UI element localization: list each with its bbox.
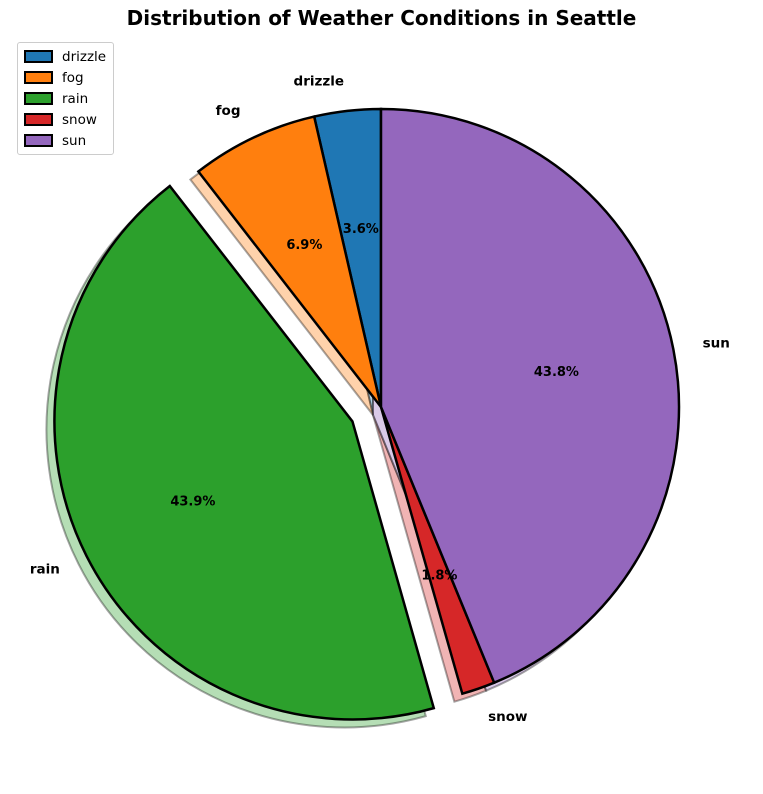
pie-slice-fog xyxy=(196,115,383,408)
legend-label-drizzle: drizzle xyxy=(62,48,107,65)
category-label-sun: sun xyxy=(703,336,730,352)
category-label-fog: fog xyxy=(216,103,241,119)
percent-label-snow: 1.8% xyxy=(421,568,457,583)
category-label-drizzle: drizzle xyxy=(294,73,344,89)
wedge-layer xyxy=(53,107,681,721)
legend-swatch-sun xyxy=(24,134,53,147)
category-label-rain: rain xyxy=(30,561,60,577)
percent-label-fog: 6.9% xyxy=(286,238,322,253)
legend-item-snow: snow xyxy=(24,109,106,130)
legend-item-drizzle: drizzle xyxy=(24,46,106,67)
legend-item-sun: sun xyxy=(24,130,106,151)
legend-label-fog: fog xyxy=(62,69,84,86)
chart-title: Distribution of Weather Conditions in Se… xyxy=(126,6,637,30)
percent-label-rain: 43.9% xyxy=(170,495,215,510)
chart-legend: drizzle fog rain snow sun xyxy=(17,42,115,155)
legend-swatch-fog xyxy=(24,71,53,84)
legend-swatch-snow xyxy=(24,113,53,126)
legend-item-fog: fog xyxy=(24,67,106,88)
pie-slice-sun xyxy=(379,107,681,685)
legend-swatch-drizzle xyxy=(24,50,53,63)
label-layer: 3.6% drizzle 6.9% fog 43.9% rain 1.8% snow 43.8%… xyxy=(30,73,730,724)
percent-label-drizzle: 3.6% xyxy=(343,222,379,237)
category-label-snow: snow xyxy=(488,709,527,725)
legend-swatch-rain xyxy=(24,92,53,105)
percent-label-sun: 43.8% xyxy=(534,365,579,380)
legend-label-snow: snow xyxy=(62,111,97,128)
pie-slice-rain xyxy=(53,184,436,721)
legend-label-rain: rain xyxy=(62,90,89,107)
legend-item-rain: rain xyxy=(24,88,106,109)
legend-label-sun: sun xyxy=(62,132,87,149)
